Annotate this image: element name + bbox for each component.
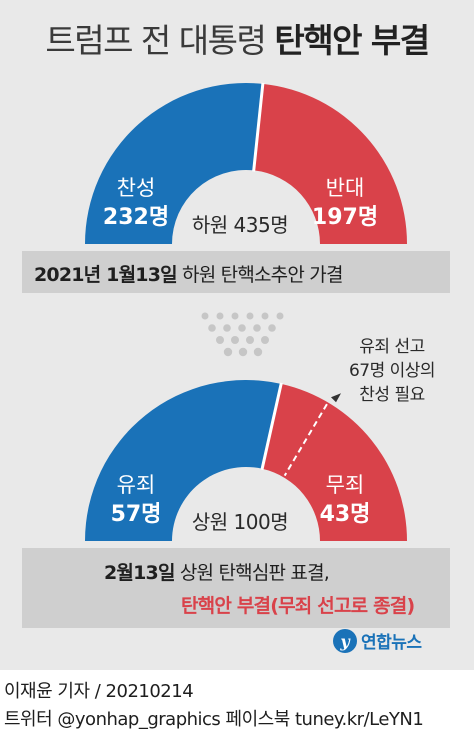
chevron-dot [201,312,209,320]
senate-band-date: 2월13일 [104,562,175,584]
house-yes-arc [85,82,263,244]
senate-separator [260,382,283,471]
house-band-desc: 하원 탄핵소추안 가결 [182,264,343,286]
senate-yes-arc [85,379,282,541]
credit-social: 트위터 @yonhap_graphics 페이스북 tuney.kr/LeYN1 [4,709,424,730]
chevron-dot [223,324,231,332]
house-yes-value: 232명 [103,205,169,230]
chevron-dot [261,312,269,320]
senate-no-category: 무죄 [326,473,365,497]
chevron-dot [231,312,239,320]
chevron-dot [216,312,224,320]
chevron-dot [246,336,254,344]
house-band-text: 2021년 1월13일 하원 탄핵소추안 가결 [34,260,343,287]
title-normal: 트럼프 전 대통령 [45,21,275,60]
chevron-dot [231,336,239,344]
house-separator [252,82,265,172]
chart-svg: 찬성 232명 반대 197명 하원 435명 유죄 선고 67명 이상의 찬성… [85,82,436,653]
chevron-dots-icon [201,312,284,357]
chevron-dot [246,312,254,320]
senate-yes-category: 유죄 [117,473,156,497]
chevron-dot [276,312,284,320]
credit: 이재윤 기자 / 20210214 트위터 @yonhap_graphics 페… [4,678,424,734]
threshold-arrow-icon [331,393,342,403]
chevron-dot [253,324,261,332]
publish-date: 20210214 [105,681,194,702]
house-no-arc [253,83,407,244]
senate-no-arc [262,383,407,541]
house-no-category: 반대 [326,176,365,200]
logo-mark: y [339,632,351,651]
chevron-dot [261,336,269,344]
chevron-dot [208,324,216,332]
chevron-dot [268,324,276,332]
house-yes-category: 찬성 [117,176,156,200]
logo-text: 연합뉴스 [361,632,422,653]
senate-chamber-label: 상원 100명 [192,510,288,534]
yonhap-logo: y 연합뉴스 [333,629,423,653]
chevron-dot [216,336,224,344]
title-strong: 탄핵안 부결 [274,21,430,60]
yonhap-logo-icon [333,629,357,653]
senate-band-line-1: 2월13일 상원 탄핵심판 표결, [104,558,330,585]
senate-no-value: 43명 [320,502,371,527]
senate-band [22,548,450,628]
house-chamber-label: 하원 435명 [192,213,288,237]
chevron-dot [253,347,263,357]
senate-band-desc: 상원 탄핵심판 표결, [179,562,330,584]
threshold-note-line-2: 67명 이상의 [349,361,435,381]
credit-line-1: 이재윤 기자 / 20210214 [4,681,194,702]
house-band [22,251,450,293]
threshold-dashed-line [283,403,328,477]
reporter-name: 이재윤 기자 [4,681,90,702]
threshold-note-line-1: 유죄 선고 [359,337,424,357]
house-no-value: 197명 [312,205,378,230]
senate-band-result: 탄핵안 부결(무죄 선고로 종결) [181,595,415,617]
page-title: 트럼프 전 대통령 탄핵안 부결 [0,14,474,62]
chevron-dot [223,347,233,357]
threshold-note-line-3: 찬성 필요 [359,385,424,405]
house-band-date: 2021년 1월13일 [34,264,178,286]
chevron-dot [238,347,248,357]
senate-yes-value: 57명 [111,502,162,527]
chevron-dot [238,324,246,332]
